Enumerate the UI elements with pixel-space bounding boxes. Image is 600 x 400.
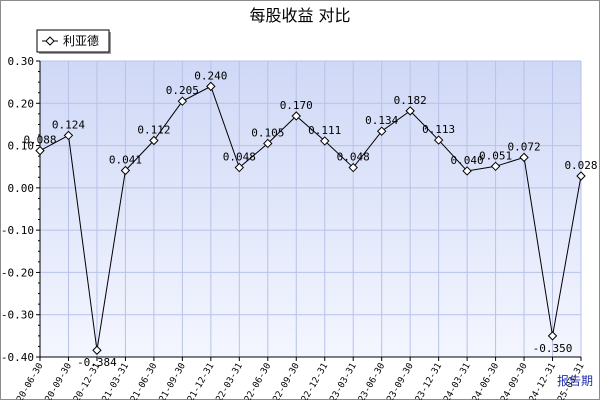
data-label: 0.111 bbox=[308, 124, 341, 137]
y-tick-label: 0.00 bbox=[8, 182, 35, 195]
data-label: 0.088 bbox=[23, 134, 56, 147]
data-label: 0.048 bbox=[223, 151, 256, 164]
y-tick-label: -0.20 bbox=[1, 266, 34, 279]
data-point-marker bbox=[291, 111, 301, 121]
data-label: 0.113 bbox=[422, 123, 455, 136]
data-markers bbox=[35, 81, 586, 355]
data-label: -0.350 bbox=[533, 342, 573, 355]
data-point-marker bbox=[177, 96, 188, 106]
series-lines bbox=[39, 85, 582, 351]
y-axis-ticks: 0.30 0.20 0.10 0.00 -0.10 -0.20 -0.30 -0.40 bbox=[1, 55, 40, 364]
y-tick-label: 0.20 bbox=[8, 97, 35, 110]
data-label: 0.105 bbox=[251, 126, 284, 139]
data-label: 0.205 bbox=[166, 84, 199, 97]
data-point-marker bbox=[490, 161, 501, 171]
x-tick-label: 2020-06-30 bbox=[10, 362, 46, 400]
legend: 利亚德 bbox=[36, 29, 111, 54]
data-label: 0.112 bbox=[137, 123, 170, 136]
y-tick-label: -0.30 bbox=[1, 309, 34, 322]
y-tick-label: -0.40 bbox=[1, 351, 34, 364]
legend-box bbox=[36, 29, 110, 53]
data-point-marker bbox=[263, 138, 273, 149]
data-point-marker bbox=[149, 135, 159, 146]
series-line bbox=[39, 85, 582, 351]
data-point-marker bbox=[576, 171, 586, 181]
data-label: 0.240 bbox=[194, 69, 227, 82]
y-tick-label: 0.10 bbox=[8, 140, 35, 153]
data-label: 0.028 bbox=[564, 159, 597, 172]
y-tick-label: -0.10 bbox=[1, 224, 34, 237]
data-label: 0.170 bbox=[280, 99, 313, 112]
data-label: 0.040 bbox=[451, 154, 484, 167]
legend-label: 利亚德 bbox=[63, 33, 99, 48]
data-label: 0.072 bbox=[507, 140, 540, 153]
data-point-marker bbox=[206, 81, 216, 92]
chart-title: 每股收益 对比 bbox=[249, 6, 350, 25]
data-point-marker bbox=[519, 152, 529, 163]
x-axis-label: 报告期 bbox=[557, 373, 593, 388]
data-labels: 0.088 0.124 -0.384 0.041 0.112 0.205 0.240 0.04… bbox=[23, 69, 597, 369]
data-point-marker bbox=[234, 162, 245, 173]
data-point-marker bbox=[462, 166, 472, 176]
data-point-marker bbox=[35, 145, 45, 156]
data-label: 0.041 bbox=[109, 154, 142, 167]
data-point-marker bbox=[547, 331, 558, 341]
data-point-marker bbox=[376, 126, 387, 136]
data-label: 0.134 bbox=[365, 114, 398, 127]
data-point-marker bbox=[433, 135, 444, 145]
data-point-marker bbox=[120, 165, 131, 176]
data-label: 0.124 bbox=[52, 118, 85, 131]
data-point-marker bbox=[405, 106, 415, 116]
data-point-marker bbox=[92, 345, 102, 355]
plot-area bbox=[40, 61, 581, 357]
data-point-marker bbox=[348, 162, 358, 173]
y-tick-label: 0.30 bbox=[8, 55, 35, 68]
data-label: -0.384 bbox=[77, 356, 117, 369]
data-label: 0.051 bbox=[479, 149, 512, 162]
data-label: 0.048 bbox=[337, 151, 370, 164]
legend-diamond-icon bbox=[45, 36, 55, 46]
data-label: 0.182 bbox=[394, 94, 427, 107]
data-point-marker bbox=[320, 136, 330, 146]
grid bbox=[39, 60, 582, 358]
data-point-marker bbox=[63, 130, 74, 141]
